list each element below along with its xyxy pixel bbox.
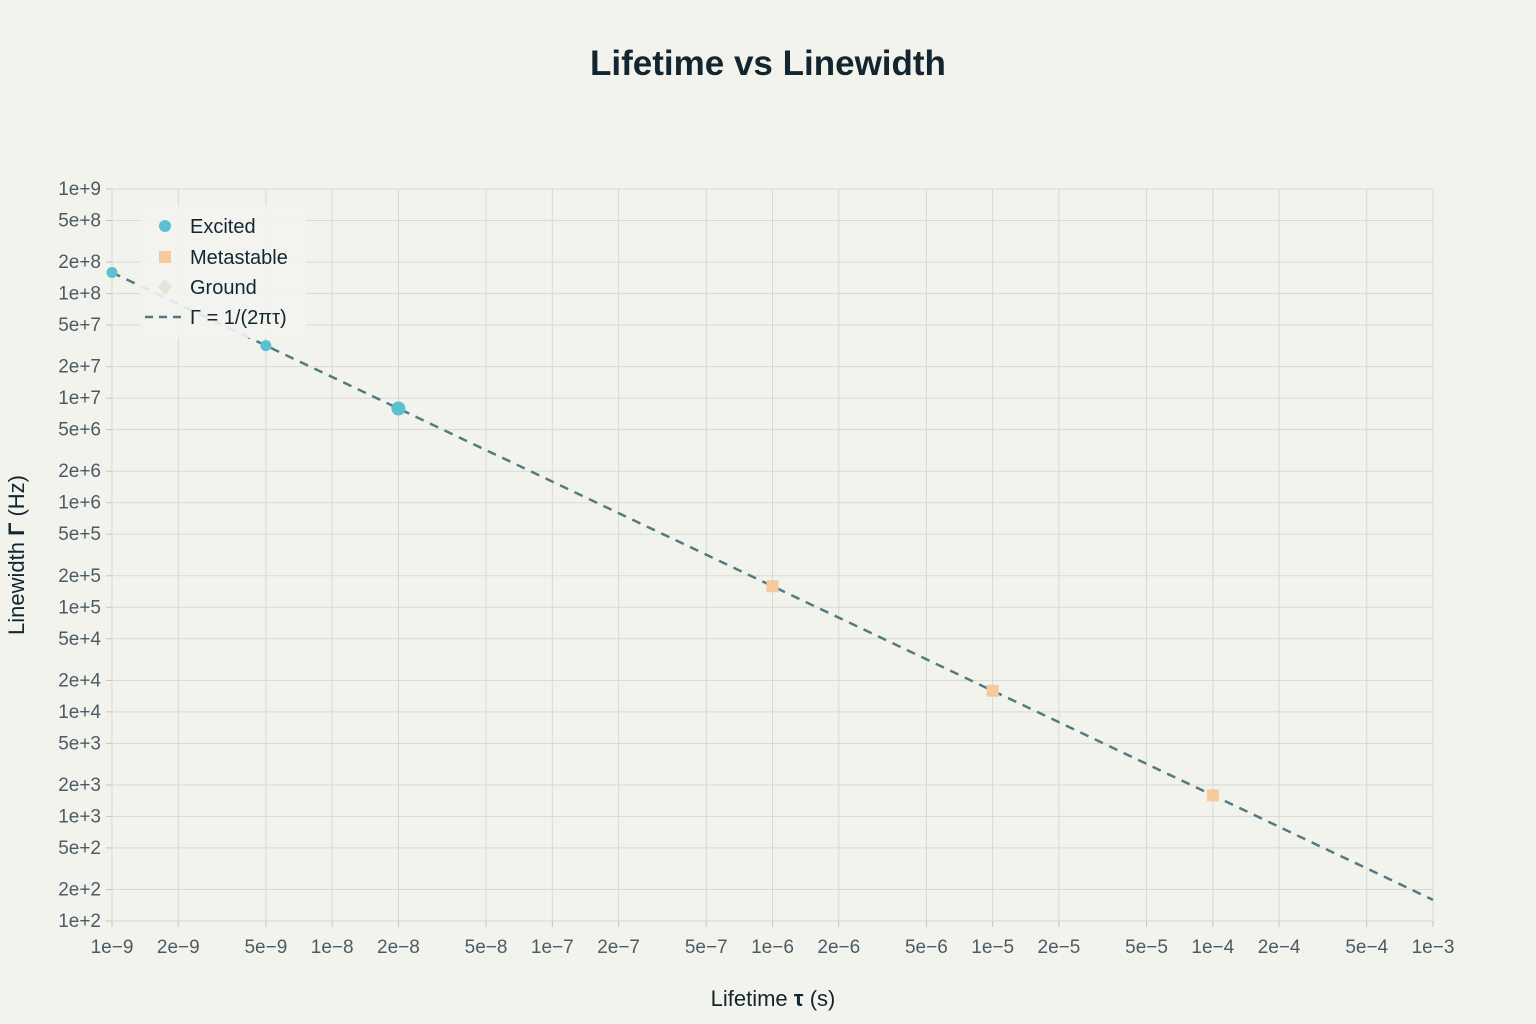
y-tick-label: 1e+5 — [58, 597, 101, 618]
y-tick-label: 1e+4 — [58, 702, 101, 723]
y-tick-label: 5e+8 — [58, 210, 101, 231]
x-tick-label: 5e−9 — [244, 937, 287, 958]
y-tick-label: 5e+6 — [58, 420, 101, 441]
x-axis-label-symbol: τ — [794, 986, 804, 1011]
metastable-point — [766, 580, 779, 593]
x-tick-label: 2e−4 — [1258, 937, 1301, 958]
excited-point — [260, 340, 272, 352]
y-tick-label: 1e+7 — [58, 388, 101, 409]
y-axis-label-suffix: (Hz) — [4, 475, 29, 523]
x-tick-label: 2e−9 — [157, 937, 200, 958]
x-tick-label: 1e−4 — [1191, 937, 1234, 958]
data-points-layer — [106, 267, 1219, 802]
legend-item-excited: Excited — [159, 216, 256, 238]
x-tick-label: 1e−9 — [91, 937, 134, 958]
x-tick-label: 5e−7 — [685, 937, 728, 958]
x-axis-ticks: 1e−9 2e−9 5e−9 1e−8 2e−8 5e−8 1e−7 2e−7 5e−7 1e−6… — [91, 921, 1455, 958]
y-tick-label: 2e+3 — [58, 775, 101, 796]
x-tick-label: 5e−6 — [905, 937, 948, 958]
x-tick-label: 1e−5 — [971, 937, 1014, 958]
excited-point — [106, 267, 118, 279]
x-tick-label: 1e−3 — [1412, 937, 1455, 958]
metastable-point — [1206, 789, 1219, 802]
y-tick-label: 5e+4 — [58, 629, 101, 650]
y-tick-label: 5e+7 — [58, 315, 101, 336]
legend-excited-marker — [159, 220, 171, 232]
y-tick-label: 1e+3 — [58, 806, 101, 827]
legend-item-ground: Ground — [158, 277, 257, 299]
x-tick-label: 5e−8 — [465, 937, 508, 958]
x-axis-label-suffix: (s) — [804, 986, 836, 1011]
x-tick-label: 2e−6 — [817, 937, 860, 958]
y-tick-label: 2e+8 — [58, 252, 101, 273]
legend-ground-label: Ground — [190, 277, 257, 299]
gridlines — [111, 188, 1434, 922]
x-tick-label: 2e−5 — [1038, 937, 1081, 958]
y-axis-label-prefix: Linewidth — [4, 536, 29, 635]
legend-metastable-marker — [159, 251, 171, 263]
legend-excited-label: Excited — [190, 216, 256, 238]
chart-title: Lifetime vs Linewidth — [590, 44, 946, 83]
x-tick-label: 5e−4 — [1345, 937, 1388, 958]
y-tick-label: 2e+2 — [58, 880, 101, 901]
y-axis-ticks: 1e+2 2e+2 5e+2 1e+3 2e+3 5e+3 1e+4 2e+4 5e+4 1e+5… — [58, 179, 112, 932]
y-tick-label: 2e+7 — [58, 357, 101, 378]
y-tick-label: 2e+5 — [58, 566, 101, 587]
y-tick-label: 5e+5 — [58, 524, 101, 545]
y-tick-label: 2e+4 — [58, 670, 101, 691]
y-tick-label: 1e+2 — [58, 911, 101, 932]
y-tick-label: 1e+8 — [58, 284, 101, 305]
y-tick-label: 5e+3 — [58, 733, 101, 754]
y-tick-label: 5e+2 — [58, 838, 101, 859]
y-axis-label-symbol: Γ — [4, 523, 29, 536]
x-axis-label: Lifetime τ (s) — [711, 986, 836, 1011]
legend-metastable-label: Metastable — [190, 247, 288, 269]
x-axis-label-prefix: Lifetime — [711, 986, 794, 1011]
legend-fit-label: Γ = 1/(2πτ) — [190, 307, 287, 329]
x-tick-label: 2e−8 — [377, 937, 420, 958]
x-tick-label: 2e−7 — [597, 937, 640, 958]
x-tick-label: 5e−5 — [1125, 937, 1168, 958]
legend: Excited Metastable Ground Γ = 1/(2πτ) — [140, 206, 306, 338]
legend-item-fit: Γ = 1/(2πτ) — [145, 307, 287, 329]
legend-ground-marker — [158, 279, 172, 295]
excited-point — [391, 401, 406, 416]
y-tick-label: 1e+6 — [58, 493, 101, 514]
x-tick-label: 1e−7 — [531, 937, 574, 958]
y-tick-label: 2e+6 — [58, 461, 101, 482]
y-tick-label: 1e+9 — [58, 179, 101, 200]
x-tick-label: 1e−6 — [751, 937, 794, 958]
legend-item-metastable: Metastable — [159, 247, 288, 269]
metastable-point — [986, 684, 999, 697]
y-axis-label: Linewidth Γ (Hz) — [4, 475, 29, 635]
x-tick-label: 1e−8 — [311, 937, 354, 958]
